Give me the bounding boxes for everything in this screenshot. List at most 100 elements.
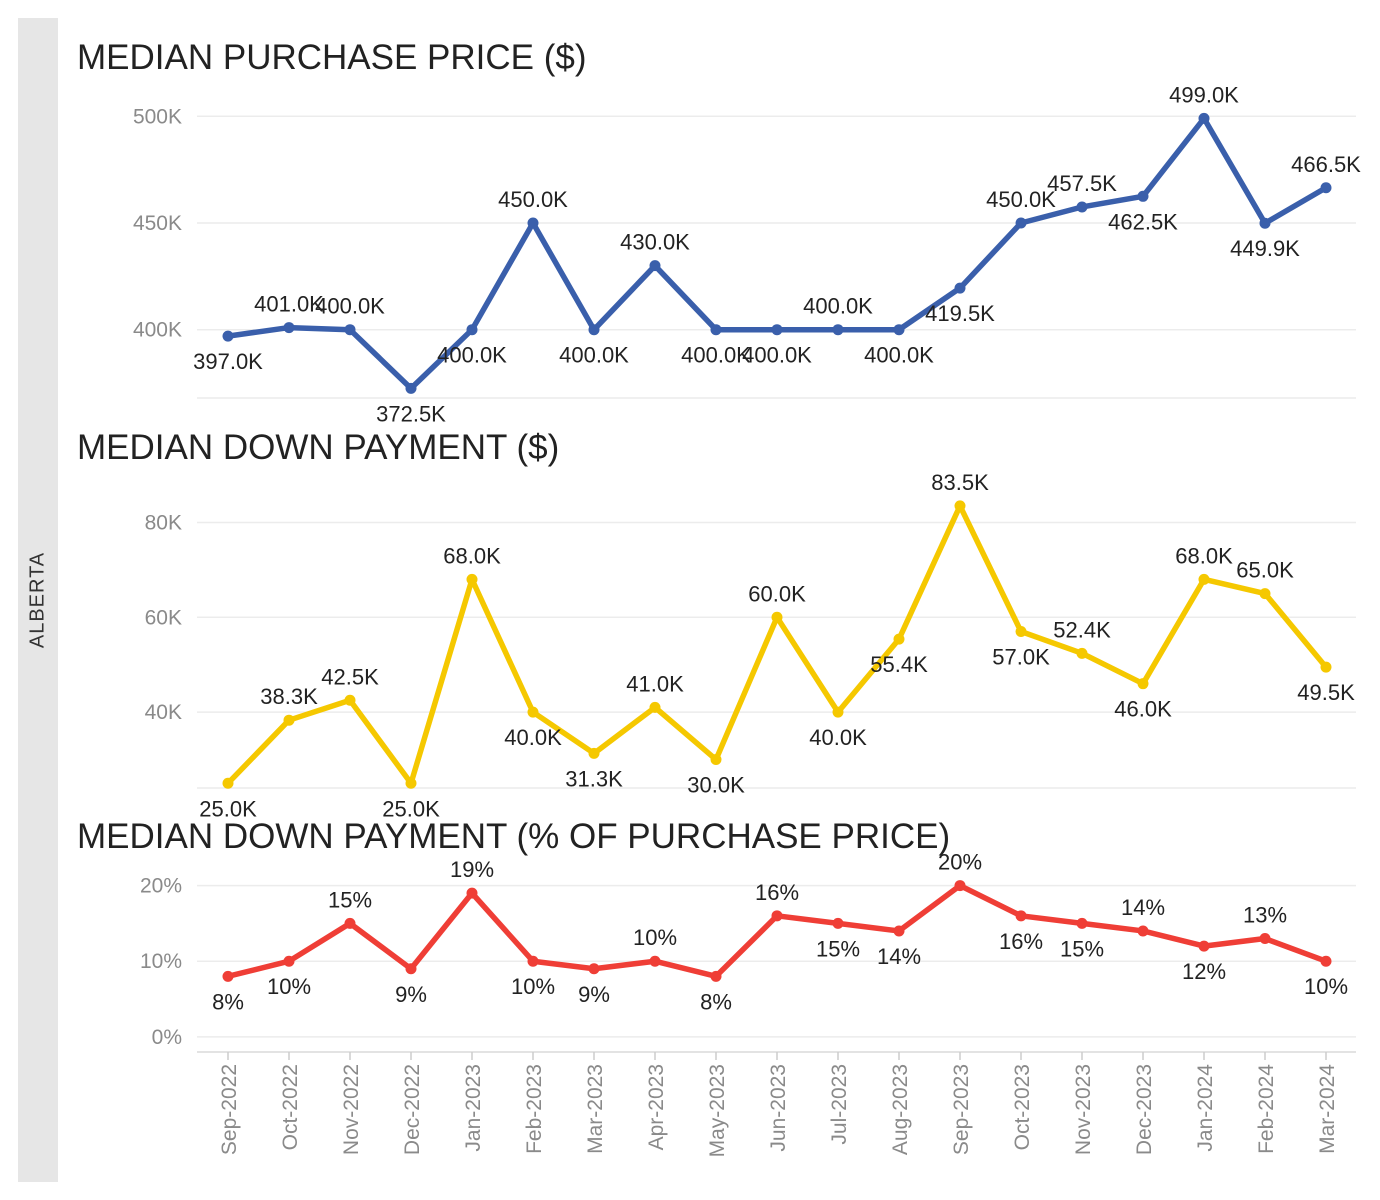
data-point-purchase-price [1259,217,1271,229]
data-point-down-payment [1259,588,1271,600]
data-point-purchase-price [832,324,844,336]
data-point-down-payment-pct [710,970,722,982]
data-point-down-payment-pct [1259,933,1271,945]
data-label-purchase-price: 372.5K [376,401,446,426]
data-label-down-payment-pct: 15% [1060,936,1104,961]
x-tick-label: May-2023 [706,1064,729,1157]
y-tick-label-down-payment: 80K [145,511,182,534]
data-label-down-payment-pct: 19% [450,857,494,882]
data-point-purchase-price [710,324,722,336]
data-point-down-payment [1320,661,1332,673]
data-point-purchase-price [283,322,295,334]
x-tick-label: Dec-2023 [1133,1064,1156,1155]
data-label-down-payment: 55.4K [870,652,928,677]
data-point-down-payment-pct [954,880,966,892]
data-point-purchase-price [588,324,600,336]
data-label-down-payment: 57.0K [992,645,1050,670]
data-point-down-payment-pct [771,910,783,922]
data-label-purchase-price: 401.0K [254,292,324,317]
data-label-down-payment: 42.5K [321,664,379,689]
data-label-down-payment: 30.0K [687,773,745,798]
data-label-purchase-price: 462.5K [1108,209,1178,234]
data-point-down-payment [893,633,905,645]
data-point-purchase-price [1137,190,1149,202]
data-label-down-payment-pct: 8% [212,989,244,1014]
data-label-down-payment-pct: 14% [877,944,921,969]
data-label-down-payment: 38.3K [260,684,318,709]
data-label-down-payment-pct: 13% [1243,903,1287,928]
data-label-purchase-price: 400.0K [559,343,629,368]
x-tick-label: Sep-2022 [218,1064,241,1155]
data-point-down-payment [1137,678,1149,690]
data-point-down-payment-pct [649,955,661,967]
data-label-down-payment: 40.0K [504,725,562,750]
data-label-purchase-price: 430.0K [620,230,690,255]
x-tick-label: Feb-2023 [523,1064,546,1154]
data-point-purchase-price [344,324,356,336]
x-tick-label: Jan-2023 [462,1064,485,1152]
data-point-down-payment-pct [283,955,295,967]
chart-title-down-payment-pct: MEDIAN DOWN PAYMENT (% OF PURCHASE PRICE… [77,817,951,856]
data-label-down-payment-pct: 15% [816,936,860,961]
y-tick-label-down-payment: 60K [145,606,182,629]
data-label-purchase-price: 400.0K [437,343,507,368]
data-label-down-payment: 68.0K [443,543,501,568]
y-tick-label-down-payment-pct: 20% [140,875,182,898]
chart-title-purchase-price: MEDIAN PURCHASE PRICE ($) [77,38,587,77]
x-tick-label: Mar-2024 [1316,1064,1339,1154]
data-label-down-payment-pct: 14% [1121,895,1165,920]
data-point-down-payment [649,701,661,713]
data-label-down-payment: 65.0K [1236,558,1294,583]
data-label-down-payment-pct: 9% [578,982,610,1007]
data-point-purchase-price [1320,182,1332,194]
data-label-down-payment: 41.0K [626,671,684,696]
data-point-down-payment [1198,573,1210,585]
data-point-down-payment [954,500,966,512]
data-label-down-payment-pct: 9% [395,982,427,1007]
data-label-down-payment-pct: 10% [1304,974,1348,999]
data-point-down-payment [710,754,722,766]
data-label-purchase-price: 450.0K [498,187,568,212]
data-point-down-payment [527,706,539,718]
y-tick-label-purchase-price: 500K [133,105,182,128]
data-point-down-payment-pct [466,887,478,899]
x-tick-label: Apr-2023 [645,1064,668,1150]
data-label-purchase-price: 466.5K [1291,152,1361,177]
data-label-purchase-price: 450.0K [986,187,1056,212]
data-point-purchase-price [649,260,661,272]
data-label-down-payment-pct: 16% [755,880,799,905]
data-point-down-payment-pct [344,917,356,929]
x-tick-label: Aug-2023 [889,1064,912,1155]
data-point-down-payment-pct [1015,910,1027,922]
y-tick-label-purchase-price: 400K [133,319,182,342]
data-label-down-payment: 52.4K [1053,617,1111,642]
data-label-purchase-price: 419.5K [925,301,995,326]
data-point-down-payment-pct [222,970,234,982]
data-label-down-payment: 25.0K [382,796,440,821]
data-point-purchase-price [222,330,234,342]
data-label-purchase-price: 400.0K [681,343,751,368]
data-label-purchase-price: 400.0K [742,343,812,368]
data-label-down-payment-pct: 10% [633,925,677,950]
data-point-purchase-price [771,324,783,336]
data-label-down-payment-pct: 8% [700,989,732,1014]
data-point-purchase-price [527,217,539,229]
data-label-purchase-price: 397.0K [193,349,263,374]
data-point-down-payment [466,573,478,585]
x-tick-label: Oct-2023 [1011,1064,1034,1150]
data-label-down-payment: 68.0K [1175,543,1233,568]
data-label-down-payment: 46.0K [1114,697,1172,722]
data-point-down-payment-pct [1076,917,1088,929]
data-label-down-payment: 83.5K [931,470,989,495]
data-label-purchase-price: 499.0K [1169,82,1239,107]
data-point-down-payment-pct [527,955,539,967]
series-line-down-payment [225,503,1329,787]
data-point-down-payment [1076,647,1088,659]
data-point-down-payment [283,714,295,726]
data-point-down-payment [344,694,356,706]
data-label-purchase-price: 449.9K [1230,236,1300,261]
data-point-down-payment [771,611,783,623]
data-point-down-payment-pct [832,917,844,929]
data-label-down-payment: 25.0K [199,796,257,821]
